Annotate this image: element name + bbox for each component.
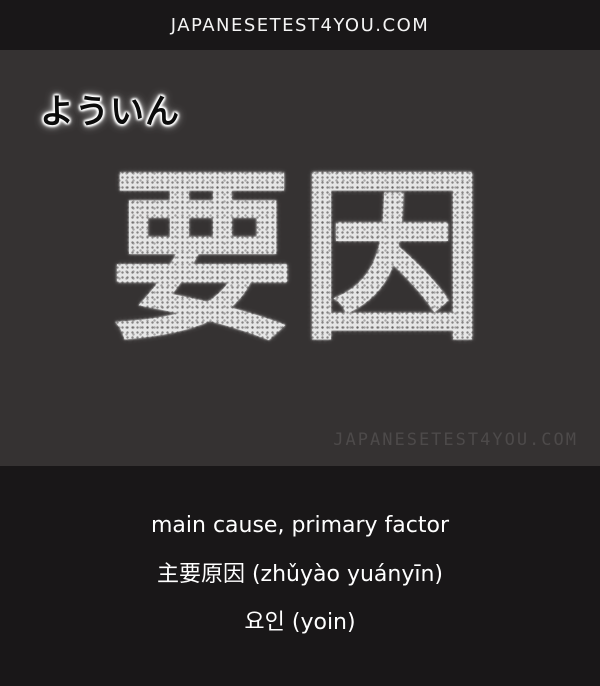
hiragana-reading: ようい​ん	[40, 92, 180, 132]
kanji-word: 要因	[109, 152, 490, 366]
korean-translation: 요인 (yoin)	[244, 610, 356, 635]
site-name[interactable]: JAPANESETEST4YOU.COM	[170, 14, 430, 36]
site-header: JAPANESETEST4YOU.COM	[0, 0, 600, 50]
chinese-translation: 主要原因 (zhǔyào yuányīn)	[156, 562, 443, 587]
vocab-card: ようい​ん 要因 JAPANESETEST4YOU.COM	[0, 50, 600, 466]
watermark: JAPANESETEST4YOU.COM	[333, 430, 578, 450]
english-meaning: main cause, primary factor	[150, 513, 449, 538]
